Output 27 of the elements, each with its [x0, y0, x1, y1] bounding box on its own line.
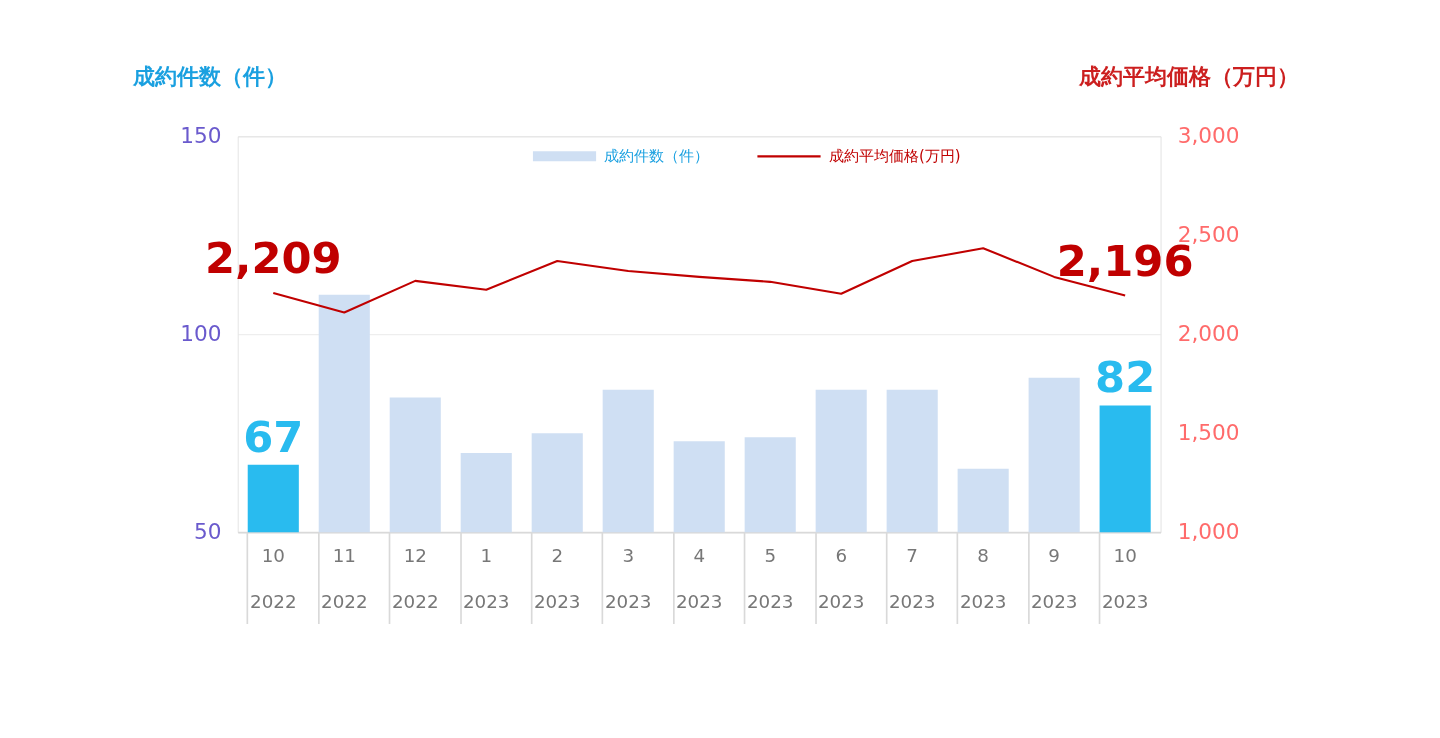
data-label: 67 [243, 411, 304, 462]
y2-tick-label: 2,000 [1177, 321, 1240, 347]
category-label: 5 2023 [746, 544, 794, 613]
y-tick-label: 50 [194, 519, 222, 545]
legend-label: 成約件数（件） [604, 146, 710, 165]
legend-label: 成約平均価格(万円) [828, 146, 961, 165]
y2-tick-label: 1,500 [1177, 420, 1240, 446]
category-label: 9 2023 [1030, 544, 1078, 613]
y-tick-label: 100 [180, 321, 222, 347]
category-label: 7 2023 [888, 544, 936, 613]
category-label: 2 2023 [533, 544, 581, 613]
y2-tick-label: 1,000 [1177, 519, 1240, 545]
data-label: 82 [1095, 352, 1156, 403]
category-label: 4 2023 [675, 544, 723, 613]
category-label: 11 2022 [321, 544, 368, 613]
y-axis-title: 成約件数（件） [132, 64, 288, 90]
y-tick-label: 150 [180, 123, 222, 149]
category-label: 10 2023 [1101, 544, 1149, 613]
category-label: 1 2023 [462, 544, 510, 613]
category-label: 3 2023 [604, 544, 652, 613]
y2-axis-title: 成約平均価格（万円） [1077, 64, 1299, 90]
data-label: 2,209 [204, 232, 342, 283]
category-label: 10 2022 [250, 544, 297, 613]
y2-tick-label: 3,000 [1177, 123, 1240, 149]
category-label: 6 2023 [817, 544, 865, 613]
category-label: 8 2023 [959, 544, 1007, 613]
category-label: 12 2022 [391, 544, 439, 613]
